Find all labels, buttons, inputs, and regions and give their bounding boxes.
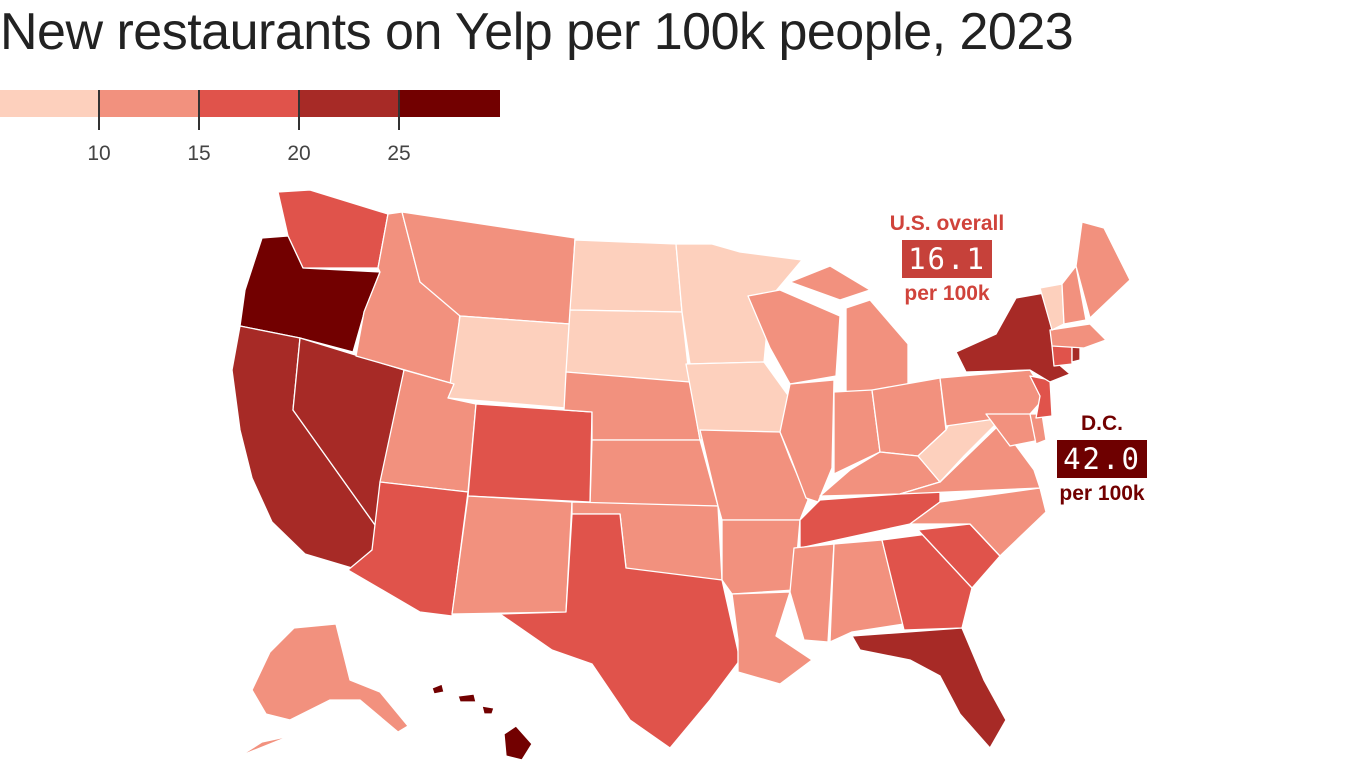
dc-label: D.C. (1081, 412, 1123, 435)
us-overall-value: 16.1 (902, 240, 992, 278)
state-wisconsin (747, 289, 841, 385)
dc-unit: per 100k (1059, 482, 1145, 505)
state-louisiana (731, 591, 813, 685)
state-virginia (899, 423, 1041, 495)
dc-value: 42.0 (1057, 440, 1147, 478)
dc-callout: D.C. 42.0 per 100k (1040, 412, 1164, 506)
legend-swatch-15-20 (200, 90, 300, 117)
state-north-carolina (909, 487, 1047, 557)
state-wyoming (447, 315, 571, 409)
legend-ticks: 10 15 20 25 (0, 90, 500, 165)
state-alabama (829, 539, 905, 643)
legend-swatch-under-10 (0, 90, 100, 117)
legend-tick-line (198, 90, 200, 130)
state-colorado (467, 403, 593, 503)
legend-swatch-20-25 (300, 90, 400, 117)
legend-bar (0, 90, 500, 117)
state-oregon (239, 235, 381, 353)
state-hawaii (431, 683, 533, 761)
state-michigan (789, 265, 909, 395)
state-texas (499, 513, 741, 749)
legend-tick-line (98, 90, 100, 130)
color-legend: 10 15 20 25 (0, 90, 500, 170)
state-massachusetts (1049, 323, 1107, 349)
legend-tick-25: 25 (387, 142, 411, 165)
state-arkansas (721, 519, 801, 595)
us-overall-callout: U.S. overall 16.1 per 100k (868, 212, 1026, 306)
state-iowa (685, 361, 791, 441)
us-overall-label: U.S. overall (889, 212, 1005, 235)
state-florida (851, 627, 1007, 749)
us-overall-unit: per 100k (904, 282, 990, 305)
legend-tick-15: 15 (187, 142, 211, 165)
state-new-mexico (451, 495, 573, 615)
state-kansas (589, 439, 719, 507)
legend-tick-line (398, 90, 400, 130)
state-rhode-island (1071, 345, 1081, 363)
state-maine (1075, 221, 1131, 319)
state-alaska (239, 623, 409, 757)
state-mississippi (789, 543, 835, 643)
state-new-york (955, 291, 1071, 383)
legend-swatch-over-25 (400, 90, 500, 117)
state-north-dakota (569, 239, 683, 313)
map-title: New restaurants on Yelp per 100k people,… (0, 3, 1074, 61)
state-new-hampshire (1061, 265, 1087, 325)
state-georgia (881, 533, 973, 631)
legend-tick-10: 10 (87, 142, 111, 165)
legend-tick-line (298, 90, 300, 130)
legend-swatch-10-15 (100, 90, 200, 117)
legend-tick-20: 20 (287, 142, 311, 165)
